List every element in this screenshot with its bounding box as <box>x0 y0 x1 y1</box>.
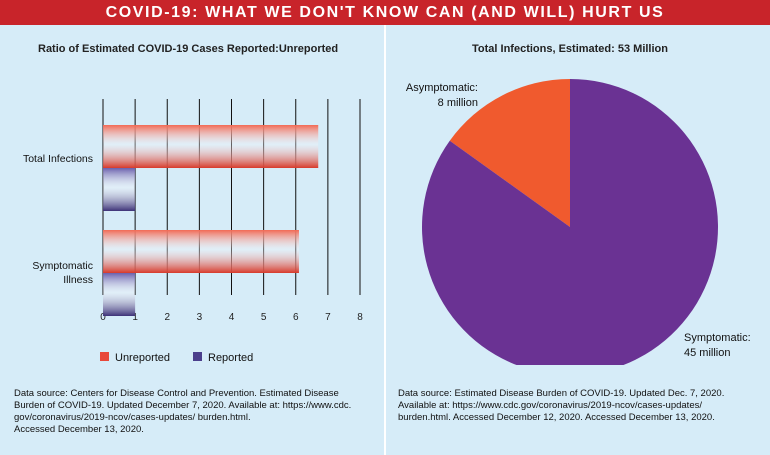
pie-chart-panel: Total Infections, Estimated: 53 Million … <box>386 25 770 455</box>
legend-swatch-reported <box>193 352 202 361</box>
panel-divider <box>384 25 386 455</box>
category-label: Symptomatic <box>32 260 93 272</box>
x-tick-label: 1 <box>132 312 138 323</box>
x-tick-label: 6 <box>293 312 299 323</box>
bar-reported-total-infections <box>103 168 136 211</box>
x-tick-label: 3 <box>197 312 203 323</box>
category-label: Illness <box>63 274 93 286</box>
legend-label-unreported: Unreported <box>115 352 170 364</box>
pie-label-asymptomatic: Asymptomatic: <box>406 82 478 94</box>
pie-slice-symptomatic <box>422 79 718 365</box>
bar-chart: 0 1 2 3 4 5 6 7 8 Total Infections Symptomatic Illn… <box>23 99 363 364</box>
pie-slice-asymptomatic <box>449 78 570 227</box>
left-data-source: Data source: Centers for Disease Control… <box>14 388 352 435</box>
banner-title: COVID-19: WHAT WE DON'T KNOW CAN (AND WI… <box>0 0 770 25</box>
legend-swatch-unreported <box>100 352 109 361</box>
category-label: Total Infections <box>23 153 93 165</box>
bar-unreported-symptomatic-illness <box>103 230 299 273</box>
x-tick-label: 4 <box>229 312 235 323</box>
legend-label-reported: Reported <box>208 352 253 364</box>
x-tick-label: 5 <box>261 312 267 323</box>
bar-reported-symptomatic-illness <box>103 273 136 316</box>
x-tick-label: 8 <box>357 312 363 323</box>
pie-chart: Asymptomatic: 8 million Symptomatic: 45 mil… <box>406 78 751 365</box>
pie-chart-title: Total Infections, Estimated: 53 Million <box>472 43 668 55</box>
pie-value-label: 45 million <box>684 347 730 359</box>
pie-value-label: 8 million <box>438 97 478 109</box>
bar-chart-panel: Ratio of Estimated COVID-19 Cases Report… <box>0 25 384 455</box>
bar-chart-title: Ratio of Estimated COVID-19 Cases Report… <box>38 43 339 55</box>
right-data-source: Data source: Estimated Disease Burden of… <box>398 388 725 423</box>
x-tick-label: 7 <box>325 312 331 323</box>
bar-unreported-total-infections <box>103 125 319 168</box>
x-tick-label: 0 <box>100 312 106 323</box>
pie-label-symptomatic: Symptomatic: <box>684 332 751 344</box>
x-tick-label: 2 <box>164 312 170 323</box>
